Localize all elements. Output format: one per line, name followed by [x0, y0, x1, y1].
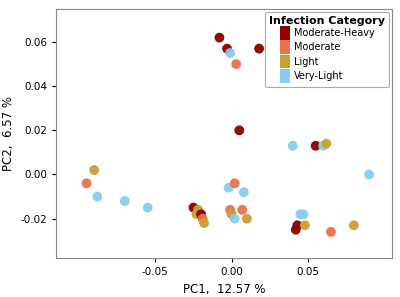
- Point: [297, 212, 304, 217]
- Point: [351, 223, 357, 228]
- Point: [232, 181, 238, 186]
- Point: [83, 181, 90, 186]
- Point: [91, 168, 97, 173]
- Point: [241, 190, 247, 195]
- Point: [233, 62, 240, 67]
- Point: [244, 216, 250, 221]
- Point: [292, 227, 299, 232]
- Point: [227, 207, 233, 212]
- Point: [122, 199, 128, 203]
- Point: [300, 212, 307, 217]
- Point: [201, 221, 207, 225]
- Point: [323, 141, 330, 146]
- Point: [294, 223, 300, 228]
- Point: [227, 51, 233, 56]
- Point: [195, 207, 201, 212]
- Point: [94, 194, 100, 199]
- Point: [200, 216, 206, 221]
- X-axis label: PC1,  12.57 %: PC1, 12.57 %: [183, 283, 265, 296]
- Point: [216, 35, 223, 40]
- Point: [198, 212, 204, 217]
- Point: [228, 212, 235, 217]
- Point: [225, 185, 232, 190]
- Point: [232, 216, 238, 221]
- Y-axis label: PC2,  6.57 %: PC2, 6.57 %: [2, 96, 15, 171]
- Point: [366, 172, 372, 177]
- Point: [302, 223, 308, 228]
- Point: [144, 205, 151, 210]
- Point: [190, 205, 197, 210]
- Point: [320, 143, 326, 148]
- Point: [290, 143, 296, 148]
- Legend: Moderate-Heavy, Moderate, Light, Very-Light: Moderate-Heavy, Moderate, Light, Very-Li…: [265, 12, 389, 87]
- Point: [328, 230, 334, 234]
- Point: [193, 212, 200, 217]
- Point: [224, 46, 230, 51]
- Point: [256, 46, 262, 51]
- Point: [312, 143, 319, 148]
- Point: [236, 128, 242, 133]
- Point: [239, 207, 246, 212]
